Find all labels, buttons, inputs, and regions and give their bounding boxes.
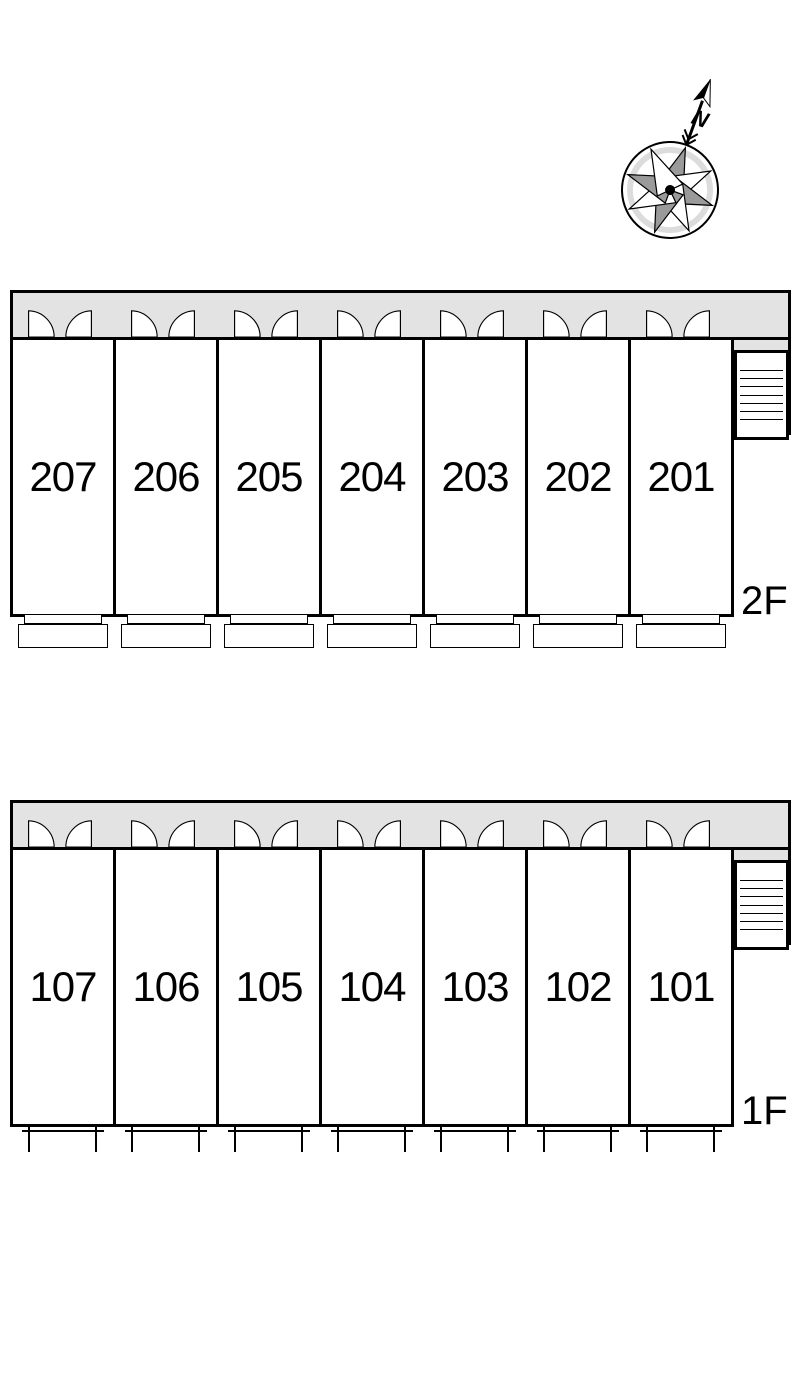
unit-label-203: 203 <box>441 453 508 501</box>
balcony-outer <box>430 624 520 648</box>
window-line <box>331 1130 413 1132</box>
unit-207: 207 <box>10 337 116 617</box>
unit-label-204: 204 <box>338 453 405 501</box>
window-post <box>507 1124 509 1152</box>
door-icon <box>543 309 571 337</box>
door-icon <box>270 819 298 847</box>
door-icon <box>167 819 195 847</box>
window-post <box>610 1124 612 1152</box>
window-post <box>543 1124 545 1152</box>
unit-202: 202 <box>525 337 631 617</box>
unit-label-101: 101 <box>647 963 714 1011</box>
unit-204: 204 <box>319 337 425 617</box>
unit-101: 101 <box>628 847 734 1127</box>
unit-label-202: 202 <box>544 453 611 501</box>
staircase-1F <box>734 860 789 950</box>
window-post <box>337 1124 339 1152</box>
window-post <box>198 1124 200 1152</box>
floor-label-1F: 1F <box>741 1089 788 1134</box>
door-icon <box>682 819 710 847</box>
door-icon <box>440 309 468 337</box>
door-icon <box>28 309 56 337</box>
balcony-outer <box>18 624 108 648</box>
staircase-2F <box>734 350 789 440</box>
door-icon <box>64 309 92 337</box>
door-icon <box>579 819 607 847</box>
window-post <box>646 1124 648 1152</box>
balcony-outer <box>224 624 314 648</box>
window-line <box>434 1130 516 1132</box>
window-line <box>125 1130 207 1132</box>
door-icon <box>543 819 571 847</box>
door-icon <box>373 819 401 847</box>
door-icon <box>337 819 365 847</box>
unit-label-104: 104 <box>338 963 405 1011</box>
window-line <box>22 1130 104 1132</box>
unit-label-105: 105 <box>235 963 302 1011</box>
door-icon <box>440 819 468 847</box>
balcony-outer <box>636 624 726 648</box>
unit-105: 105 <box>216 847 322 1127</box>
door-icon <box>234 819 262 847</box>
unit-106: 106 <box>113 847 219 1127</box>
unit-label-107: 107 <box>29 963 96 1011</box>
door-icon <box>682 309 710 337</box>
door-icon <box>646 819 674 847</box>
window-post <box>440 1124 442 1152</box>
unit-label-207: 207 <box>29 453 96 501</box>
window-post <box>301 1124 303 1152</box>
unit-label-205: 205 <box>235 453 302 501</box>
balcony-inner <box>230 614 308 624</box>
unit-107: 107 <box>10 847 116 1127</box>
unit-label-106: 106 <box>132 963 199 1011</box>
compass-rose: N <box>600 60 740 270</box>
unit-201: 201 <box>628 337 734 617</box>
unit-206: 206 <box>113 337 219 617</box>
window-line <box>228 1130 310 1132</box>
door-icon <box>131 309 159 337</box>
balcony-inner <box>642 614 720 624</box>
balcony-inner <box>436 614 514 624</box>
door-icon <box>28 819 56 847</box>
unit-label-103: 103 <box>441 963 508 1011</box>
door-icon <box>476 309 504 337</box>
door-icon <box>234 309 262 337</box>
window-post <box>713 1124 715 1152</box>
window-post <box>28 1124 30 1152</box>
balcony-outer <box>533 624 623 648</box>
door-icon <box>373 309 401 337</box>
unit-203: 203 <box>422 337 528 617</box>
window-post <box>234 1124 236 1152</box>
floor-label-2F: 2F <box>741 579 788 624</box>
balcony-outer <box>121 624 211 648</box>
door-icon <box>476 819 504 847</box>
balcony-inner <box>127 614 205 624</box>
unit-205: 205 <box>216 337 322 617</box>
door-icon <box>270 309 298 337</box>
unit-label-102: 102 <box>544 963 611 1011</box>
door-icon <box>167 309 195 337</box>
door-icon <box>64 819 92 847</box>
window-post <box>404 1124 406 1152</box>
balcony-inner <box>333 614 411 624</box>
unit-label-206: 206 <box>132 453 199 501</box>
window-post <box>131 1124 133 1152</box>
unit-label-201: 201 <box>647 453 714 501</box>
unit-103: 103 <box>422 847 528 1127</box>
unit-102: 102 <box>525 847 631 1127</box>
window-line <box>537 1130 619 1132</box>
door-icon <box>337 309 365 337</box>
door-icon <box>646 309 674 337</box>
window-line <box>640 1130 722 1132</box>
unit-104: 104 <box>319 847 425 1127</box>
window-post <box>95 1124 97 1152</box>
balcony-inner <box>24 614 102 624</box>
door-icon <box>579 309 607 337</box>
balcony-outer <box>327 624 417 648</box>
door-icon <box>131 819 159 847</box>
balcony-inner <box>539 614 617 624</box>
